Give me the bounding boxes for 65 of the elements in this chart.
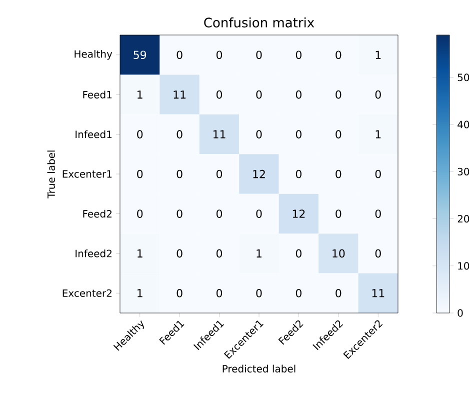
data-label: 0 xyxy=(336,288,342,298)
data-label: 0 xyxy=(336,210,342,218)
data-label: 1 xyxy=(138,289,142,298)
data-label: 0 xyxy=(336,50,342,60)
y-tick-label: Feed1 xyxy=(83,90,112,98)
data-label: 0 xyxy=(336,170,342,178)
data-label: 0 xyxy=(216,50,222,60)
data-label: 0 xyxy=(216,170,222,178)
data-label: 12 xyxy=(253,170,265,178)
y-tick-label: Excenter2 xyxy=(62,289,112,297)
data-label: 0 xyxy=(375,170,381,178)
data-label: 0 xyxy=(296,170,302,178)
data-label: 0 xyxy=(216,288,222,298)
y-axis-title: True label xyxy=(47,150,56,198)
color-bar-label: 10 xyxy=(458,262,469,270)
data-label: 0 xyxy=(216,90,222,99)
y-tick-label: Infeed2 xyxy=(76,250,112,258)
data-label: 0 xyxy=(256,50,262,60)
color-bar-label: 30 xyxy=(458,168,469,176)
data-label: 11 xyxy=(372,289,384,298)
data-label: 0 xyxy=(336,130,342,138)
data-label: 0 xyxy=(336,90,342,99)
data-label: 0 xyxy=(256,210,262,218)
color-bar-label: 0 xyxy=(458,309,463,317)
color-bar-label: 20 xyxy=(458,214,469,223)
data-label: 0 xyxy=(176,170,182,178)
data-label: 1 xyxy=(138,90,142,99)
x-axis-title: Predicted label xyxy=(222,364,296,373)
data-label: 11 xyxy=(213,130,226,138)
data-label: 0 xyxy=(296,130,302,138)
data-label: 0 xyxy=(375,90,381,99)
data-label: 0 xyxy=(137,210,143,218)
data-label: 0 xyxy=(176,210,182,218)
color-bar-label: 50 xyxy=(458,74,469,82)
data-label: 0 xyxy=(176,249,182,258)
y-tick-label: Infeed1 xyxy=(76,130,112,138)
data-label: 0 xyxy=(256,130,262,138)
data-label: 1 xyxy=(138,249,142,258)
data-label: 0 xyxy=(375,210,381,218)
data-label: 0 xyxy=(176,50,182,60)
data-label: 59 xyxy=(134,50,146,60)
data-label: 12 xyxy=(292,210,305,218)
y-tick-label: Excenter1 xyxy=(62,170,112,178)
data-label: 10 xyxy=(332,249,345,258)
data-label: 0 xyxy=(176,288,182,298)
y-tick-label: Feed2 xyxy=(83,210,112,218)
data-label: 0 xyxy=(296,90,302,99)
color-bar-label: 40 xyxy=(458,120,469,128)
data-label: 0 xyxy=(137,130,143,138)
y-tick-label: Healthy xyxy=(74,50,112,60)
data-label: 1 xyxy=(376,130,381,138)
data-label: 0 xyxy=(296,249,302,258)
data-label: 0 xyxy=(256,90,262,99)
data-label: 0 xyxy=(296,50,302,60)
data-label: 0 xyxy=(375,249,381,258)
data-label: 11 xyxy=(174,90,186,99)
data-label: 0 xyxy=(296,288,302,298)
data-label: 0 xyxy=(176,130,182,138)
data-label: 1 xyxy=(376,50,381,59)
data-label: 1 xyxy=(256,249,262,258)
data-label: 0 xyxy=(216,249,222,258)
data-label: 0 xyxy=(137,170,143,178)
data-label: 0 xyxy=(216,210,222,218)
data-label: 0 xyxy=(256,288,262,298)
chart-title: Confusion matrix xyxy=(204,17,314,28)
